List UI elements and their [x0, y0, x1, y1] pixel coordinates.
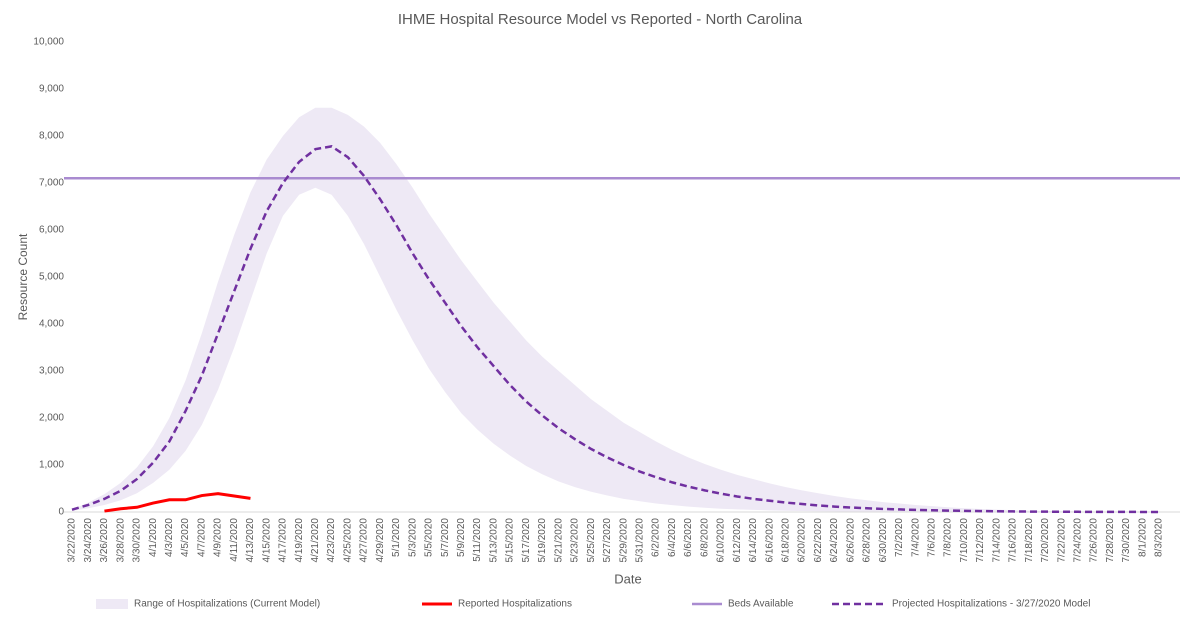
y-tick-label: 4,000 [39, 319, 64, 330]
x-tick-label: 5/23/2020 [570, 518, 581, 563]
x-tick-label: 6/10/2020 [716, 518, 727, 563]
legend-label: Projected Hospitalizations - 3/27/2020 M… [892, 599, 1090, 610]
y-axis-label: Resource Count [16, 233, 30, 320]
x-tick-label: 5/13/2020 [488, 518, 499, 563]
y-tick-label: 5,000 [39, 272, 64, 283]
x-tick-label: 6/2/2020 [651, 518, 662, 557]
x-tick-label: 7/12/2020 [975, 518, 986, 563]
x-tick-label: 6/22/2020 [813, 518, 824, 563]
x-tick-label: 6/24/2020 [829, 518, 840, 563]
x-tick-label: 6/8/2020 [699, 518, 710, 557]
x-tick-label: 6/12/2020 [732, 518, 743, 563]
x-tick-label: 3/28/2020 [115, 518, 126, 563]
x-tick-label: 6/20/2020 [797, 518, 808, 563]
x-tick-label: 5/21/2020 [553, 518, 564, 563]
x-tick-label: 5/25/2020 [586, 518, 597, 563]
x-tick-label: 4/9/2020 [213, 518, 224, 557]
x-tick-label: 5/19/2020 [537, 518, 548, 563]
x-tick-label: 4/15/2020 [261, 518, 272, 563]
x-tick-label: 7/26/2020 [1089, 518, 1100, 563]
x-tick-label: 4/13/2020 [245, 518, 256, 563]
x-tick-label: 5/9/2020 [456, 518, 467, 557]
y-tick-label: 0 [58, 507, 64, 518]
x-tick-label: 7/30/2020 [1121, 518, 1132, 563]
x-tick-label: 7/8/2020 [943, 518, 954, 557]
x-tick-label: 4/19/2020 [294, 518, 305, 563]
y-tick-label: 10,000 [33, 37, 64, 48]
x-tick-label: 3/30/2020 [132, 518, 143, 563]
x-tick-label: 7/18/2020 [1024, 518, 1035, 563]
x-tick-label: 4/11/2020 [229, 518, 240, 562]
x-tick-label: 5/1/2020 [391, 518, 402, 557]
x-tick-label: 5/27/2020 [602, 518, 613, 563]
chart-title: IHME Hospital Resource Model vs Reported… [398, 11, 803, 28]
x-tick-label: 8/3/2020 [1154, 518, 1165, 557]
legend-swatch [96, 599, 128, 609]
legend-label: Reported Hospitalizations [458, 599, 572, 610]
x-tick-label: 5/29/2020 [618, 518, 629, 563]
legend-label: Beds Available [728, 599, 794, 610]
range-band [72, 107, 1159, 513]
x-tick-label: 7/22/2020 [1056, 518, 1067, 563]
x-tick-label: 5/3/2020 [407, 518, 418, 557]
x-tick-label: 3/26/2020 [99, 518, 110, 563]
y-tick-label: 6,000 [39, 225, 64, 236]
x-tick-label: 6/30/2020 [878, 518, 889, 563]
x-tick-label: 4/5/2020 [180, 518, 191, 557]
x-tick-label: 7/6/2020 [927, 518, 938, 557]
y-tick-label: 3,000 [39, 366, 64, 377]
x-tick-label: 6/18/2020 [780, 518, 791, 563]
x-tick-label: 5/17/2020 [521, 518, 532, 563]
legend-label: Range of Hospitalizations (Current Model… [134, 599, 320, 610]
x-tick-label: 3/24/2020 [83, 518, 94, 563]
x-axis-label: Date [614, 571, 641, 586]
y-tick-label: 1,000 [39, 460, 64, 471]
x-tick-label: 5/11/2020 [472, 518, 483, 562]
x-tick-label: 7/24/2020 [1073, 518, 1084, 563]
x-tick-label: 4/17/2020 [278, 518, 289, 563]
x-tick-label: 4/25/2020 [342, 518, 353, 563]
x-tick-label: 6/26/2020 [845, 518, 856, 563]
x-tick-label: 7/4/2020 [910, 518, 921, 557]
x-tick-label: 7/10/2020 [959, 518, 970, 563]
x-tick-label: 4/7/2020 [196, 518, 207, 557]
x-tick-label: 6/14/2020 [748, 518, 759, 563]
y-tick-label: 7,000 [39, 178, 64, 189]
x-tick-label: 7/14/2020 [991, 518, 1002, 563]
series-line [104, 492, 251, 513]
x-tick-label: 5/5/2020 [424, 518, 435, 557]
x-tick-label: 4/21/2020 [310, 518, 321, 563]
x-tick-label: 4/3/2020 [164, 518, 175, 557]
x-tick-label: 5/7/2020 [440, 518, 451, 557]
x-tick-label: 4/29/2020 [375, 518, 386, 563]
x-tick-label: 4/1/2020 [148, 518, 159, 557]
x-tick-label: 4/27/2020 [359, 518, 370, 563]
x-tick-label: 4/23/2020 [326, 518, 337, 563]
x-tick-label: 6/28/2020 [862, 518, 873, 563]
x-tick-label: 5/31/2020 [634, 518, 645, 563]
y-tick-label: 8,000 [39, 131, 64, 142]
x-tick-label: 6/4/2020 [667, 518, 678, 557]
series-line [71, 145, 1159, 514]
x-tick-label: 6/6/2020 [683, 518, 694, 557]
x-tick-label: 7/16/2020 [1008, 518, 1019, 563]
x-tick-label: 8/1/2020 [1137, 518, 1148, 557]
y-tick-label: 9,000 [39, 84, 64, 95]
y-tick-label: 2,000 [39, 413, 64, 424]
x-tick-label: 3/22/2020 [67, 518, 78, 563]
x-tick-label: 7/28/2020 [1105, 518, 1116, 563]
x-tick-label: 7/2/2020 [894, 518, 905, 557]
x-tick-label: 6/16/2020 [764, 518, 775, 563]
x-tick-label: 5/15/2020 [505, 518, 516, 563]
x-tick-label: 7/20/2020 [1040, 518, 1051, 563]
